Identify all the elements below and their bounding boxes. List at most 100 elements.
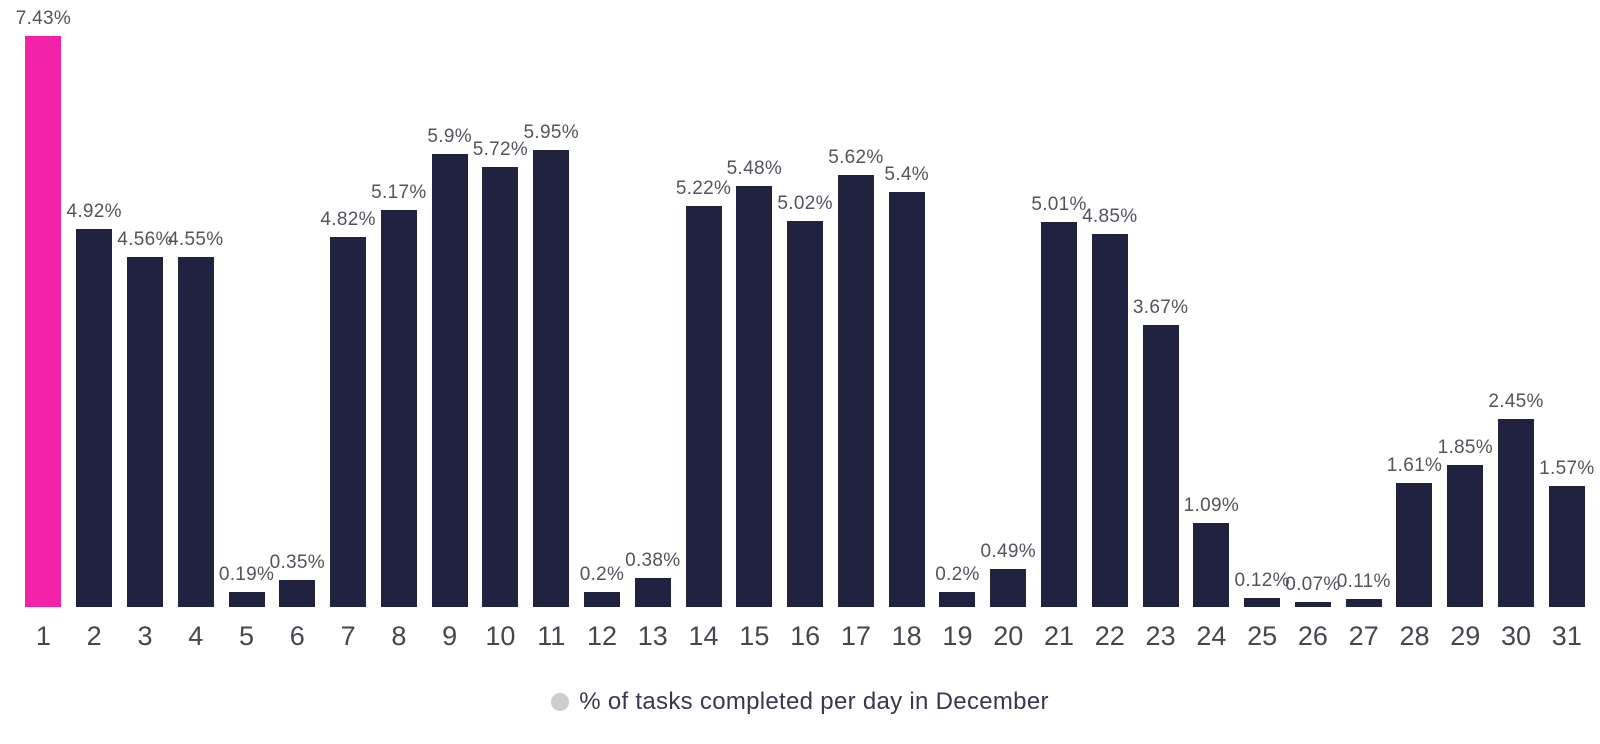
x-axis-label-20: 20: [993, 621, 1024, 651]
bar-day-6[interactable]: [279, 580, 316, 607]
bar-day-14[interactable]: [685, 206, 722, 607]
bar-day-7[interactable]: [330, 237, 367, 607]
bar-day-13[interactable]: [634, 578, 671, 607]
bar-day-10[interactable]: [482, 167, 519, 607]
x-axis-label-27: 27: [1348, 621, 1379, 651]
x-axis: 1 2 3 4 5 6 7 8 9 10 11 12 13 14 15 16 17 18 19 20 21 22 23 24 2…: [0, 607, 1600, 652]
x-axis-label-14: 14: [688, 621, 719, 651]
bar-value-label: 7.43%: [15, 8, 72, 29]
bar-value-label: 0.2%: [935, 564, 980, 585]
bar-column: 2.45%: [1488, 0, 1544, 607]
bar-day-23[interactable]: [1142, 325, 1179, 607]
bar-value-label: 1.09%: [1183, 495, 1240, 516]
bar-column: 0.11%: [1336, 0, 1391, 607]
bar-day-20[interactable]: [990, 569, 1027, 607]
bar-column: 5.72%: [472, 0, 529, 607]
x-axis-label-6: 6: [289, 621, 305, 651]
bar-value-label: 1.85%: [1437, 437, 1493, 458]
bar-day-26[interactable]: [1294, 602, 1331, 607]
bar-day-4[interactable]: [177, 257, 214, 607]
bar-column: 7.43%: [15, 0, 72, 607]
bar-column: 5.01%: [1031, 0, 1087, 607]
x-axis-label-4: 4: [188, 621, 204, 651]
bar-column: 4.82%: [320, 0, 375, 607]
bar-value-label: 0.35%: [269, 552, 325, 573]
bar-column: 0.2%: [932, 0, 983, 607]
bar-day-30[interactable]: [1498, 419, 1535, 607]
bar-day-29[interactable]: [1447, 465, 1484, 607]
bar-column: 5.17%: [371, 0, 427, 607]
legend[interactable]: % of tasks completed per day in December: [0, 688, 1600, 716]
x-axis-label-11: 11: [537, 621, 566, 651]
bar-day-28[interactable]: [1396, 483, 1433, 607]
bar-column: 4.55%: [168, 0, 223, 607]
x-axis-label-26: 26: [1297, 621, 1328, 651]
bar-day-5[interactable]: [228, 592, 265, 607]
bar-value-label: 0.19%: [218, 564, 275, 585]
bar-column: 4.92%: [66, 0, 122, 607]
bar-column: 5.48%: [727, 0, 782, 607]
bar-value-label: 5.72%: [472, 139, 529, 160]
x-axis-label-12: 12: [586, 621, 617, 651]
bar-value-label: 5.17%: [371, 182, 427, 203]
bar-day-8[interactable]: [380, 210, 417, 607]
bar-value-label: 0.2%: [579, 564, 625, 585]
bar-value-label: 0.49%: [980, 541, 1036, 562]
bar-day-3[interactable]: [126, 257, 163, 607]
bar-day-15[interactable]: [736, 186, 773, 607]
bar-value-label: 2.45%: [1488, 391, 1544, 412]
bar-column: 0.19%: [218, 0, 275, 607]
bar-day-9[interactable]: [431, 154, 468, 607]
bar-day-2[interactable]: [76, 229, 113, 607]
bar-value-label: 5.9%: [427, 126, 472, 147]
bar-value-label: 5.62%: [828, 147, 884, 168]
x-axis-label-8: 8: [391, 621, 407, 651]
bar-column: 5.22%: [675, 0, 732, 607]
bar-day-22[interactable]: [1091, 234, 1128, 607]
bar-value-label: 5.4%: [884, 164, 929, 185]
bar-column: 1.09%: [1183, 0, 1240, 607]
bar-day-21[interactable]: [1041, 222, 1078, 607]
bar-value-label: 0.07%: [1285, 574, 1341, 595]
x-axis-label-3: 3: [137, 621, 153, 651]
bar-day-16[interactable]: [787, 221, 824, 607]
bar-day-19[interactable]: [939, 592, 976, 607]
x-axis-label-1: 1: [35, 621, 51, 651]
bar-column: 4.85%: [1082, 0, 1138, 607]
x-axis-label-25: 25: [1247, 621, 1278, 651]
bar-day-31[interactable]: [1548, 486, 1585, 607]
bar-value-label: 5.01%: [1031, 194, 1087, 215]
bar-day-1[interactable]: [25, 36, 62, 607]
legend-marker-icon: [551, 693, 570, 711]
x-axis-label-23: 23: [1145, 621, 1176, 651]
bar-column: 0.07%: [1285, 0, 1341, 607]
bar-value-label: 3.67%: [1132, 297, 1189, 318]
bar-day-25[interactable]: [1244, 598, 1281, 607]
x-axis-label-13: 13: [637, 621, 668, 651]
bar-column: 5.02%: [777, 0, 832, 607]
x-axis-label-31: 31: [1551, 621, 1582, 651]
bar-column: 0.2%: [577, 0, 628, 607]
bar-column: 0.38%: [625, 0, 680, 607]
bar-column: 0.49%: [980, 0, 1036, 607]
bar-value-label: 4.92%: [66, 201, 122, 222]
bar-value-label: 5.22%: [675, 178, 732, 199]
bar-column: 5.9%: [424, 0, 475, 607]
x-axis-label-19: 19: [942, 621, 973, 651]
bar-value-label: 1.61%: [1386, 455, 1443, 476]
x-axis-label-16: 16: [790, 621, 821, 651]
bar-value-label: 4.85%: [1082, 206, 1138, 227]
bar-day-11[interactable]: [533, 150, 570, 607]
bar-day-24[interactable]: [1193, 523, 1230, 607]
bar-day-12[interactable]: [583, 592, 620, 607]
bar-column: 1.85%: [1437, 0, 1493, 607]
bar-value-label: 0.12%: [1234, 570, 1290, 591]
x-axis-label-7: 7: [340, 621, 356, 651]
bar-column: 1.57%: [1539, 0, 1594, 607]
bar-value-label: 0.11%: [1336, 571, 1391, 592]
bar-column: 1.61%: [1386, 0, 1443, 607]
bar-column: 3.67%: [1132, 0, 1189, 607]
bar-day-27[interactable]: [1345, 599, 1382, 607]
bar-day-17[interactable]: [837, 175, 874, 607]
bar-day-18[interactable]: [888, 192, 925, 607]
